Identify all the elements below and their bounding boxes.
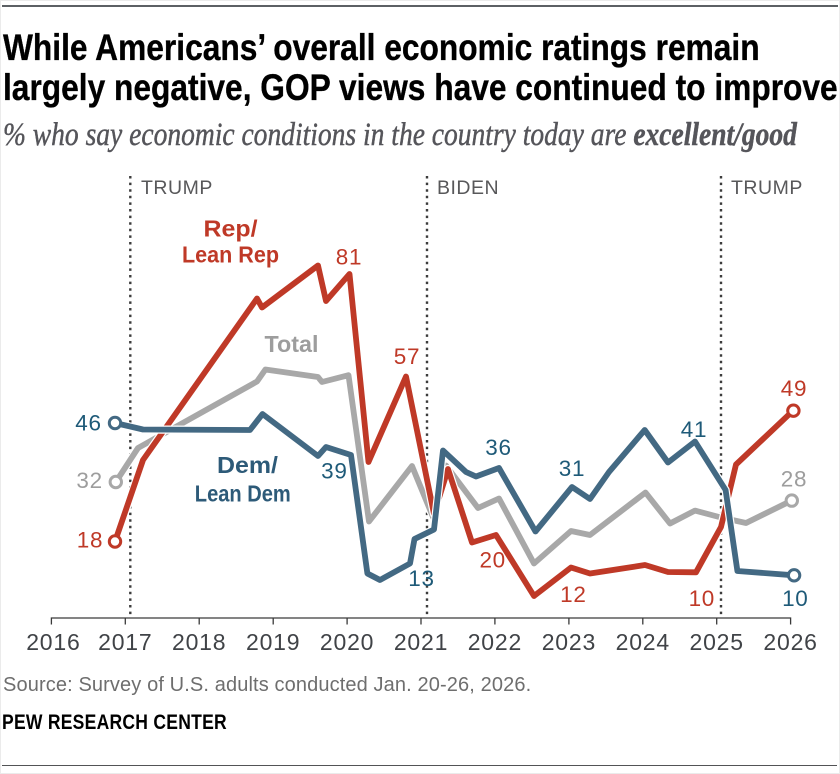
svg-text:10: 10 <box>689 586 715 611</box>
svg-text:46: 46 <box>75 411 101 436</box>
svg-text:2020: 2020 <box>320 629 374 655</box>
svg-text:18: 18 <box>77 527 103 552</box>
svg-text:2021: 2021 <box>394 629 448 655</box>
svg-text:32: 32 <box>76 468 102 493</box>
svg-text:TRUMP: TRUMP <box>141 177 213 199</box>
svg-text:41: 41 <box>681 417 707 442</box>
svg-text:2026: 2026 <box>763 629 817 655</box>
svg-text:12: 12 <box>560 582 586 607</box>
svg-text:Rep/: Rep/ <box>204 216 259 242</box>
svg-text:20: 20 <box>479 548 505 573</box>
svg-text:2019: 2019 <box>246 629 300 655</box>
svg-text:BIDEN: BIDEN <box>437 177 499 199</box>
svg-text:39: 39 <box>321 459 347 484</box>
svg-text:Lean Dem: Lean Dem <box>195 480 291 506</box>
svg-text:13: 13 <box>408 566 434 591</box>
svg-text:2017: 2017 <box>98 629 152 655</box>
svg-text:49: 49 <box>781 376 807 401</box>
svg-text:10: 10 <box>782 586 808 611</box>
svg-text:57: 57 <box>394 344 420 369</box>
svg-text:2023: 2023 <box>542 629 596 655</box>
svg-text:31: 31 <box>559 456 585 481</box>
svg-text:2024: 2024 <box>616 629 670 655</box>
svg-text:28: 28 <box>781 466 807 491</box>
svg-text:Total: Total <box>265 331 319 357</box>
svg-text:Lean Rep: Lean Rep <box>182 242 279 268</box>
svg-text:2025: 2025 <box>690 629 744 655</box>
svg-text:36: 36 <box>485 435 511 460</box>
svg-text:TRUMP: TRUMP <box>731 177 803 199</box>
svg-text:Dem/: Dem/ <box>217 452 279 478</box>
svg-text:2016: 2016 <box>26 629 80 655</box>
svg-text:81: 81 <box>336 245 362 270</box>
svg-text:2022: 2022 <box>468 629 522 655</box>
svg-text:2018: 2018 <box>172 629 226 655</box>
